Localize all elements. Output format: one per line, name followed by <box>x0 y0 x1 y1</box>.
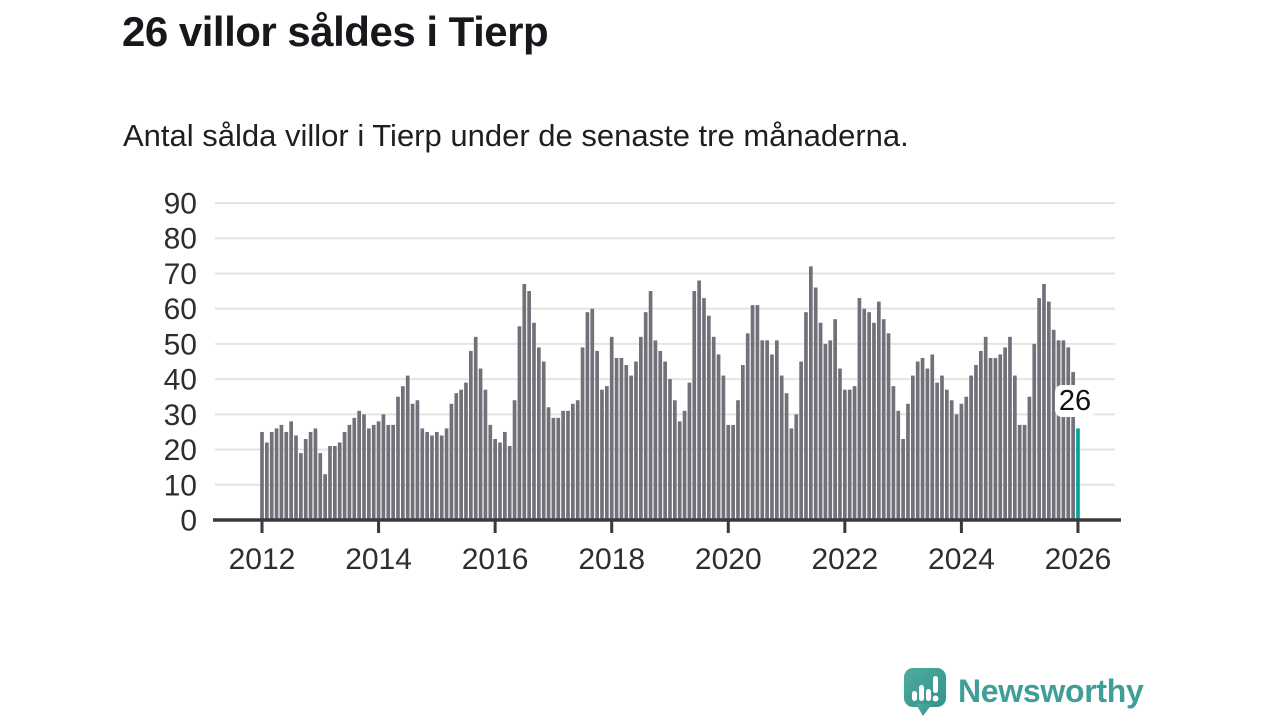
svg-text:40: 40 <box>164 364 197 397</box>
svg-text:2016: 2016 <box>462 543 529 576</box>
svg-text:2012: 2012 <box>229 543 296 576</box>
newsworthy-wordmark: Newsworthy <box>958 672 1144 709</box>
chart-subtitle: Antal sålda villor i Tierp under de sena… <box>123 118 909 153</box>
svg-text:10: 10 <box>164 469 197 502</box>
x-axis-tick-labels: 2012 2014 2016 2018 2020 2022 2024 2026 <box>229 543 1112 576</box>
svg-text:60: 60 <box>164 293 197 326</box>
x-axis <box>213 518 1121 533</box>
bars <box>260 266 1080 521</box>
svg-text:50: 50 <box>164 328 197 361</box>
newsworthy-logo: Newsworthy <box>898 664 1144 718</box>
svg-text:80: 80 <box>164 223 197 256</box>
svg-text:20: 20 <box>164 434 197 467</box>
svg-text:70: 70 <box>164 258 197 291</box>
svg-text:2014: 2014 <box>345 543 412 576</box>
latest-value-label: 26 <box>1055 385 1095 417</box>
svg-text:90: 90 <box>164 188 197 221</box>
svg-text:30: 30 <box>164 399 197 432</box>
newsworthy-bubble-icon <box>904 668 946 716</box>
svg-text:2018: 2018 <box>578 543 645 576</box>
svg-text:2020: 2020 <box>695 543 762 576</box>
svg-text:2024: 2024 <box>928 543 995 576</box>
svg-text:2026: 2026 <box>1045 543 1112 576</box>
svg-text:2022: 2022 <box>811 543 878 576</box>
svg-text:0: 0 <box>180 505 197 538</box>
page-title: 26 villor såldes i Tierp <box>122 8 549 55</box>
